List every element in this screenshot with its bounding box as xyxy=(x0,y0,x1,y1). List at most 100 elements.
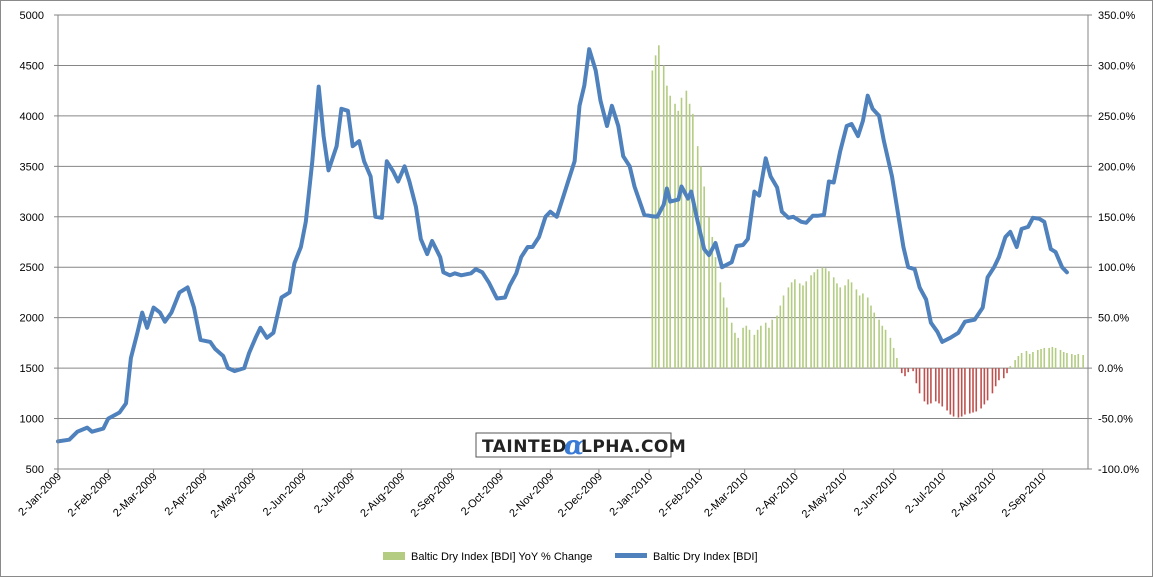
yoy-bar xyxy=(798,283,801,369)
y-right-tick-label: 50.0% xyxy=(1098,313,1129,325)
yoy-bar xyxy=(1017,356,1020,369)
yoy-bar xyxy=(748,329,751,369)
yoy-bar xyxy=(685,90,688,369)
yoy-bar xyxy=(870,305,872,369)
watermark-left: TAINTED xyxy=(482,437,567,457)
y-left-tick-label: 4500 xyxy=(20,60,44,72)
yoy-bar xyxy=(836,283,838,369)
y-left-tick-label: 4000 xyxy=(20,111,44,123)
x-tick-label: 2-Nov-2009 xyxy=(507,471,556,520)
y-right-tick-label: -100.0% xyxy=(1098,464,1139,476)
yoy-bar xyxy=(983,368,986,405)
y-left-tick-label: 1000 xyxy=(20,414,44,426)
yoy-bar xyxy=(884,329,887,369)
y-right-tick-label: 250.0% xyxy=(1098,111,1136,123)
legend-swatch-bdi xyxy=(615,553,647,558)
yoy-bar xyxy=(714,257,717,369)
x-tick-label: 2-Jun-2009 xyxy=(261,471,309,519)
x-tick-label: 2-Mar-2010 xyxy=(702,471,751,520)
yoy-bar xyxy=(654,55,657,369)
x-tick-label: 2-Aug-2009 xyxy=(358,471,407,520)
yoy-bar xyxy=(1059,349,1062,369)
x-tick-label: 2-Feb-2009 xyxy=(66,471,115,520)
yoy-bar xyxy=(949,368,952,415)
x-tick-label: 2-Jul-2010 xyxy=(903,471,948,516)
yoy-bar xyxy=(810,275,812,369)
yoy-bar xyxy=(790,282,793,369)
yoy-bar xyxy=(1048,347,1050,369)
yoy-bar xyxy=(756,329,759,369)
y-right-tick-label: 100.0% xyxy=(1098,262,1136,274)
yoy-bar xyxy=(1051,346,1054,369)
yoy-bar xyxy=(816,269,819,369)
yoy-bar xyxy=(915,368,918,384)
x-tick-label: 2-Jul-2009 xyxy=(312,471,357,516)
y-right-tick-label: 200.0% xyxy=(1098,161,1136,173)
yoy-bar xyxy=(946,368,948,411)
yoy-bar xyxy=(1062,351,1065,369)
yoy-bar xyxy=(1043,347,1046,369)
bdi-line xyxy=(56,47,1069,444)
x-tick-label: 2-Feb-2010 xyxy=(657,471,706,520)
y-right-tick-label: 150.0% xyxy=(1098,212,1136,224)
yoy-bar xyxy=(850,282,853,369)
y-left-tick-label: 2000 xyxy=(20,313,44,325)
x-tick-label: 2-Jun-2010 xyxy=(852,471,900,519)
yoy-bar xyxy=(907,368,910,373)
yoy-bar xyxy=(1009,366,1012,369)
yoy-bar xyxy=(1028,353,1031,369)
yoy-bar xyxy=(742,327,744,369)
y-left-tick-label: 3000 xyxy=(20,212,44,224)
yoy-bar xyxy=(662,65,665,369)
yoy-bar xyxy=(960,368,963,417)
yoy-bar xyxy=(889,337,892,369)
yoy-bar xyxy=(782,295,785,369)
yoy-bar xyxy=(787,287,790,369)
yoy-bar xyxy=(858,295,861,369)
yoy-bar xyxy=(722,297,725,369)
yoy-bar xyxy=(821,267,824,369)
x-tick-label: 2-Sep-2010 xyxy=(1000,471,1049,520)
yoy-bar xyxy=(703,186,705,369)
yoy-bar xyxy=(892,347,895,369)
yoy-bar xyxy=(1066,352,1068,369)
yoy-bar xyxy=(1074,354,1076,369)
yoy-bar xyxy=(1014,360,1016,369)
yoy-bar xyxy=(719,282,722,369)
yoy-bar xyxy=(926,368,929,405)
x-tick-label: 2-Apr-2010 xyxy=(754,471,801,518)
watermark-right: LPHA.COM xyxy=(581,437,686,457)
x-tick-label: 2-Dec-2009 xyxy=(556,471,605,520)
yoy-bar xyxy=(764,322,767,369)
yoy-bar xyxy=(855,289,858,369)
y-left-tick-label: 2500 xyxy=(20,262,44,274)
yoy-bar xyxy=(938,368,940,404)
yoy-bar xyxy=(941,368,944,407)
yoy-bar xyxy=(952,368,955,417)
yoy-bar xyxy=(760,325,762,369)
yoy-bar xyxy=(745,325,748,369)
yoy-bar xyxy=(923,368,926,402)
legend-label-yoy: Baltic Dry Index [BDI] YoY % Change xyxy=(411,551,592,563)
yoy-bar xyxy=(972,368,974,413)
x-tick-label: 2-May-2009 xyxy=(208,471,258,521)
yoy-bar xyxy=(737,337,739,369)
yoy-bar xyxy=(776,315,778,369)
yoy-bar xyxy=(813,272,816,369)
yoy-bar xyxy=(930,368,932,404)
plot-area xyxy=(58,15,1088,469)
yoy-bar xyxy=(878,319,880,369)
yoy-bar xyxy=(753,334,756,369)
yoy-bar xyxy=(980,368,982,409)
yoy-bar xyxy=(734,332,736,369)
yoy-bar xyxy=(1082,354,1084,369)
yoy-bar xyxy=(1077,353,1080,369)
yoy-bar xyxy=(839,287,842,369)
yoy-bar xyxy=(832,277,835,369)
x-tick-label: 2-Jan-2010 xyxy=(607,471,655,519)
y-right-tick-label: 350.0% xyxy=(1098,10,1136,22)
yoy-bar xyxy=(934,368,937,402)
x-tick-label: 2-Mar-2009 xyxy=(111,471,160,520)
yoy-bar xyxy=(696,146,699,369)
